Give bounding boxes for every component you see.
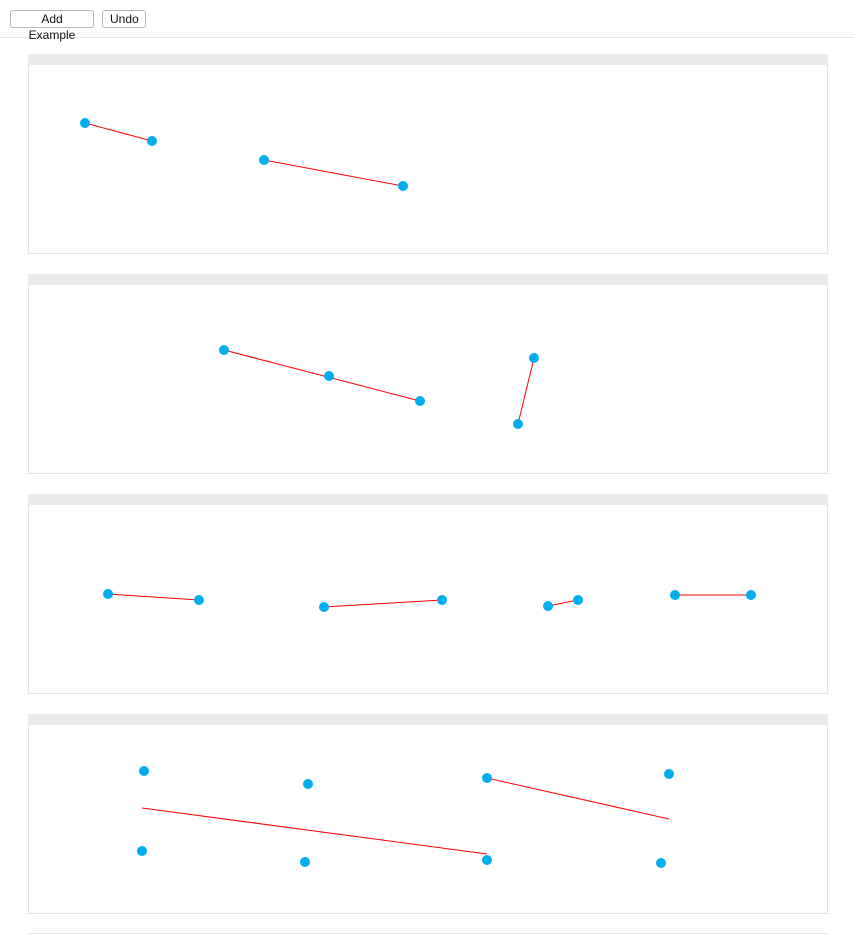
example-canvas-2[interactable] <box>28 274 828 474</box>
connection-line <box>517 357 535 425</box>
point-handle[interactable] <box>398 181 408 191</box>
point-handle[interactable] <box>219 345 229 355</box>
panel-header <box>28 274 828 285</box>
connection-line <box>263 159 404 187</box>
example-panel-1[interactable] <box>28 54 828 254</box>
point-handle[interactable] <box>319 602 329 612</box>
example-canvas-4[interactable] <box>28 714 828 914</box>
panel-header <box>28 714 828 725</box>
point-handle[interactable] <box>573 595 583 605</box>
point-handle[interactable] <box>656 858 666 868</box>
point-handle[interactable] <box>529 353 539 363</box>
point-handle[interactable] <box>746 590 756 600</box>
connection-line <box>323 599 443 608</box>
point-handle[interactable] <box>324 371 334 381</box>
point-handle[interactable] <box>194 595 204 605</box>
point-handle[interactable] <box>303 779 313 789</box>
example-canvas-1[interactable] <box>28 54 828 254</box>
panel-header <box>28 494 828 505</box>
point-handle[interactable] <box>80 118 90 128</box>
point-handle[interactable] <box>437 595 447 605</box>
point-handle[interactable] <box>482 773 492 783</box>
point-handle[interactable] <box>137 846 147 856</box>
point-handle[interactable] <box>513 419 523 429</box>
connection-line <box>84 122 153 142</box>
point-handle[interactable] <box>300 857 310 867</box>
panel-header <box>28 54 828 65</box>
connection-line <box>486 777 670 820</box>
connection-line <box>547 599 579 607</box>
point-handle[interactable] <box>415 396 425 406</box>
example-canvas-3[interactable] <box>28 494 828 694</box>
connection-line <box>141 807 488 855</box>
bottom-divider <box>28 933 828 934</box>
example-panel-4[interactable] <box>28 714 828 914</box>
point-handle[interactable] <box>139 766 149 776</box>
point-handle[interactable] <box>664 769 674 779</box>
point-handle[interactable] <box>147 136 157 146</box>
example-panel-2[interactable] <box>28 274 828 474</box>
connection-line <box>223 349 421 402</box>
undo-button[interactable]: Undo <box>102 10 146 28</box>
point-handle[interactable] <box>543 601 553 611</box>
point-handle[interactable] <box>482 855 492 865</box>
toolbar: Add Example Undo <box>0 0 854 42</box>
point-handle[interactable] <box>670 590 680 600</box>
example-panel-3[interactable] <box>28 494 828 694</box>
add-example-button[interactable]: Add Example <box>10 10 94 42</box>
connection-line <box>107 593 200 601</box>
point-handle[interactable] <box>259 155 269 165</box>
point-handle[interactable] <box>103 589 113 599</box>
